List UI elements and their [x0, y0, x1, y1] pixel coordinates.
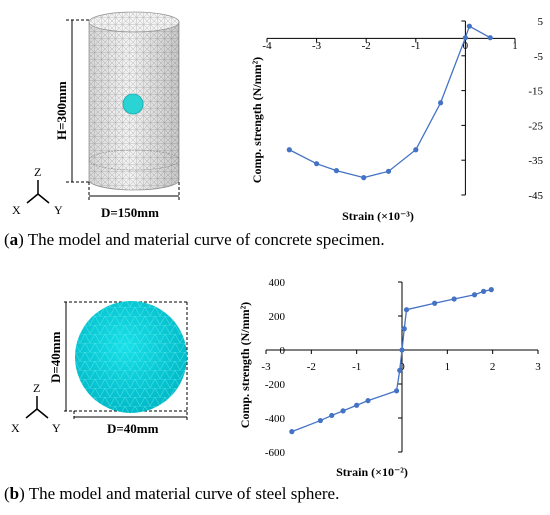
axis-z-label-b: Z — [33, 381, 40, 395]
height-label: H=300mm — [54, 81, 69, 140]
axis-triad — [26, 180, 50, 204]
chart-b-ytick-label: 400 — [269, 277, 286, 289]
chart-b-series-line — [291, 289, 492, 433]
chart-a-xlabel: Strain (×10⁻³) — [342, 209, 414, 223]
chart-b-xtick-label: -3 — [261, 361, 271, 373]
chart-b-point — [399, 347, 405, 353]
sphere-mesh — [75, 301, 187, 413]
chart-b-xtick-label: -1 — [352, 361, 361, 373]
axis-z-label: Z — [34, 165, 41, 179]
chart-a-xtick-label: 1 — [512, 40, 518, 52]
caption-b: (b) The model and material curve of stee… — [4, 484, 340, 503]
chart-a-point — [466, 23, 472, 29]
chart-b-point — [432, 300, 438, 306]
caption-a-text: The model and material curve of concrete… — [23, 230, 385, 249]
chart-b-point — [340, 408, 346, 414]
chart-a-ylabel: Comp. strength (N/mm²) — [250, 57, 264, 183]
chart-a-ytick-label: 5 — [538, 16, 544, 28]
chart-b-xtick-label: 0 — [399, 361, 405, 373]
chart-b-point — [317, 417, 323, 424]
chart-b-ylabel: Comp. strength (N/mm²) — [238, 302, 252, 428]
chart-a-ytick-label: -15 — [528, 86, 543, 98]
diameter-dimension — [88, 182, 180, 200]
chart-b-point — [329, 412, 335, 419]
chart-a-point — [462, 35, 468, 41]
chart-a-series-line — [289, 25, 491, 179]
axis-y-label: Y — [54, 203, 63, 217]
chart-b-point — [403, 307, 410, 313]
chart-b-point — [393, 388, 400, 394]
chart-b-xtick-label: 2 — [490, 361, 496, 373]
chart-b-ytick-label: 200 — [269, 311, 286, 323]
chart-b-point — [488, 287, 494, 293]
caption-b-text: The model and material curve of steel sp… — [24, 484, 340, 503]
steel-stress-strain-chart: Comp. strength (N/mm²) Strain (×10⁻²) -3… — [238, 277, 541, 479]
chart-a-point — [385, 168, 392, 174]
chart-b-xtick-label: 3 — [535, 361, 541, 373]
steel-sphere-model: D=40mm D=40mm Z X Y — [11, 301, 188, 436]
chart-b-point — [365, 398, 371, 404]
chart-b-point — [354, 402, 360, 408]
chart-a-ytick-label: -25 — [528, 120, 543, 132]
chart-a-ytick-label: -45 — [528, 190, 543, 202]
caption-a: (a) The model and material curve of conc… — [4, 230, 385, 249]
chart-a-ytick-label: -35 — [528, 155, 543, 167]
chart-a-xtick-label: -2 — [362, 40, 371, 52]
chart-a-xtick-label: -4 — [262, 40, 272, 52]
caption-a-label: a — [9, 230, 19, 249]
sphere-height-label: D=40mm — [48, 331, 63, 383]
caption-b-label: b — [9, 484, 20, 503]
chart-b-xtick-label: -2 — [307, 361, 316, 373]
height-dimension — [66, 19, 89, 183]
chart-a-xtick-label: -1 — [411, 40, 420, 52]
chart-a-ytick-label: -5 — [534, 51, 544, 63]
chart-b-point — [289, 429, 295, 435]
cylinder-mesh — [88, 11, 180, 191]
chart-b-ytick-label: -600 — [265, 447, 286, 459]
diameter-label: D=150mm — [101, 205, 159, 220]
chart-a-axes — [266, 20, 516, 196]
axis-x-label-b: X — [11, 421, 20, 435]
chart-a-point — [361, 175, 367, 181]
chart-a-point — [438, 100, 444, 106]
axis-y-label-b: Y — [52, 421, 61, 435]
chart-a-xtick-label: -3 — [312, 40, 322, 52]
concrete-stress-strain-chart: Comp. strength (N/mm²) Strain (×10⁻³) -4… — [250, 16, 544, 223]
concrete-cylinder-model: H=300mm D=150mm Z X Y — [12, 11, 180, 220]
chart-a-point — [333, 168, 340, 174]
chart-b-xlabel: Strain (×10⁻²) — [336, 465, 408, 479]
chart-a-point — [487, 35, 493, 41]
chart-a-point — [314, 161, 320, 167]
chart-a-point — [413, 147, 419, 153]
axis-x-label: X — [12, 203, 21, 217]
axis-triad-b — [25, 396, 49, 419]
chart-b-point — [401, 326, 407, 332]
chart-a-point — [286, 147, 292, 153]
chart-b-point — [397, 367, 403, 373]
chart-b-ytick-label: -200 — [265, 379, 286, 391]
chart-b-xtick-label: 1 — [445, 361, 451, 373]
chart-a-xtick-label: 0 — [463, 40, 469, 52]
inclusion-sphere — [122, 93, 144, 115]
chart-b-ytick-label: 0 — [280, 345, 286, 357]
chart-b-point — [481, 288, 487, 294]
chart-b-point — [451, 296, 457, 302]
chart-b-ytick-label: -400 — [265, 413, 286, 425]
chart-b-point — [471, 292, 478, 298]
sphere-diameter-label: D=40mm — [107, 421, 159, 436]
